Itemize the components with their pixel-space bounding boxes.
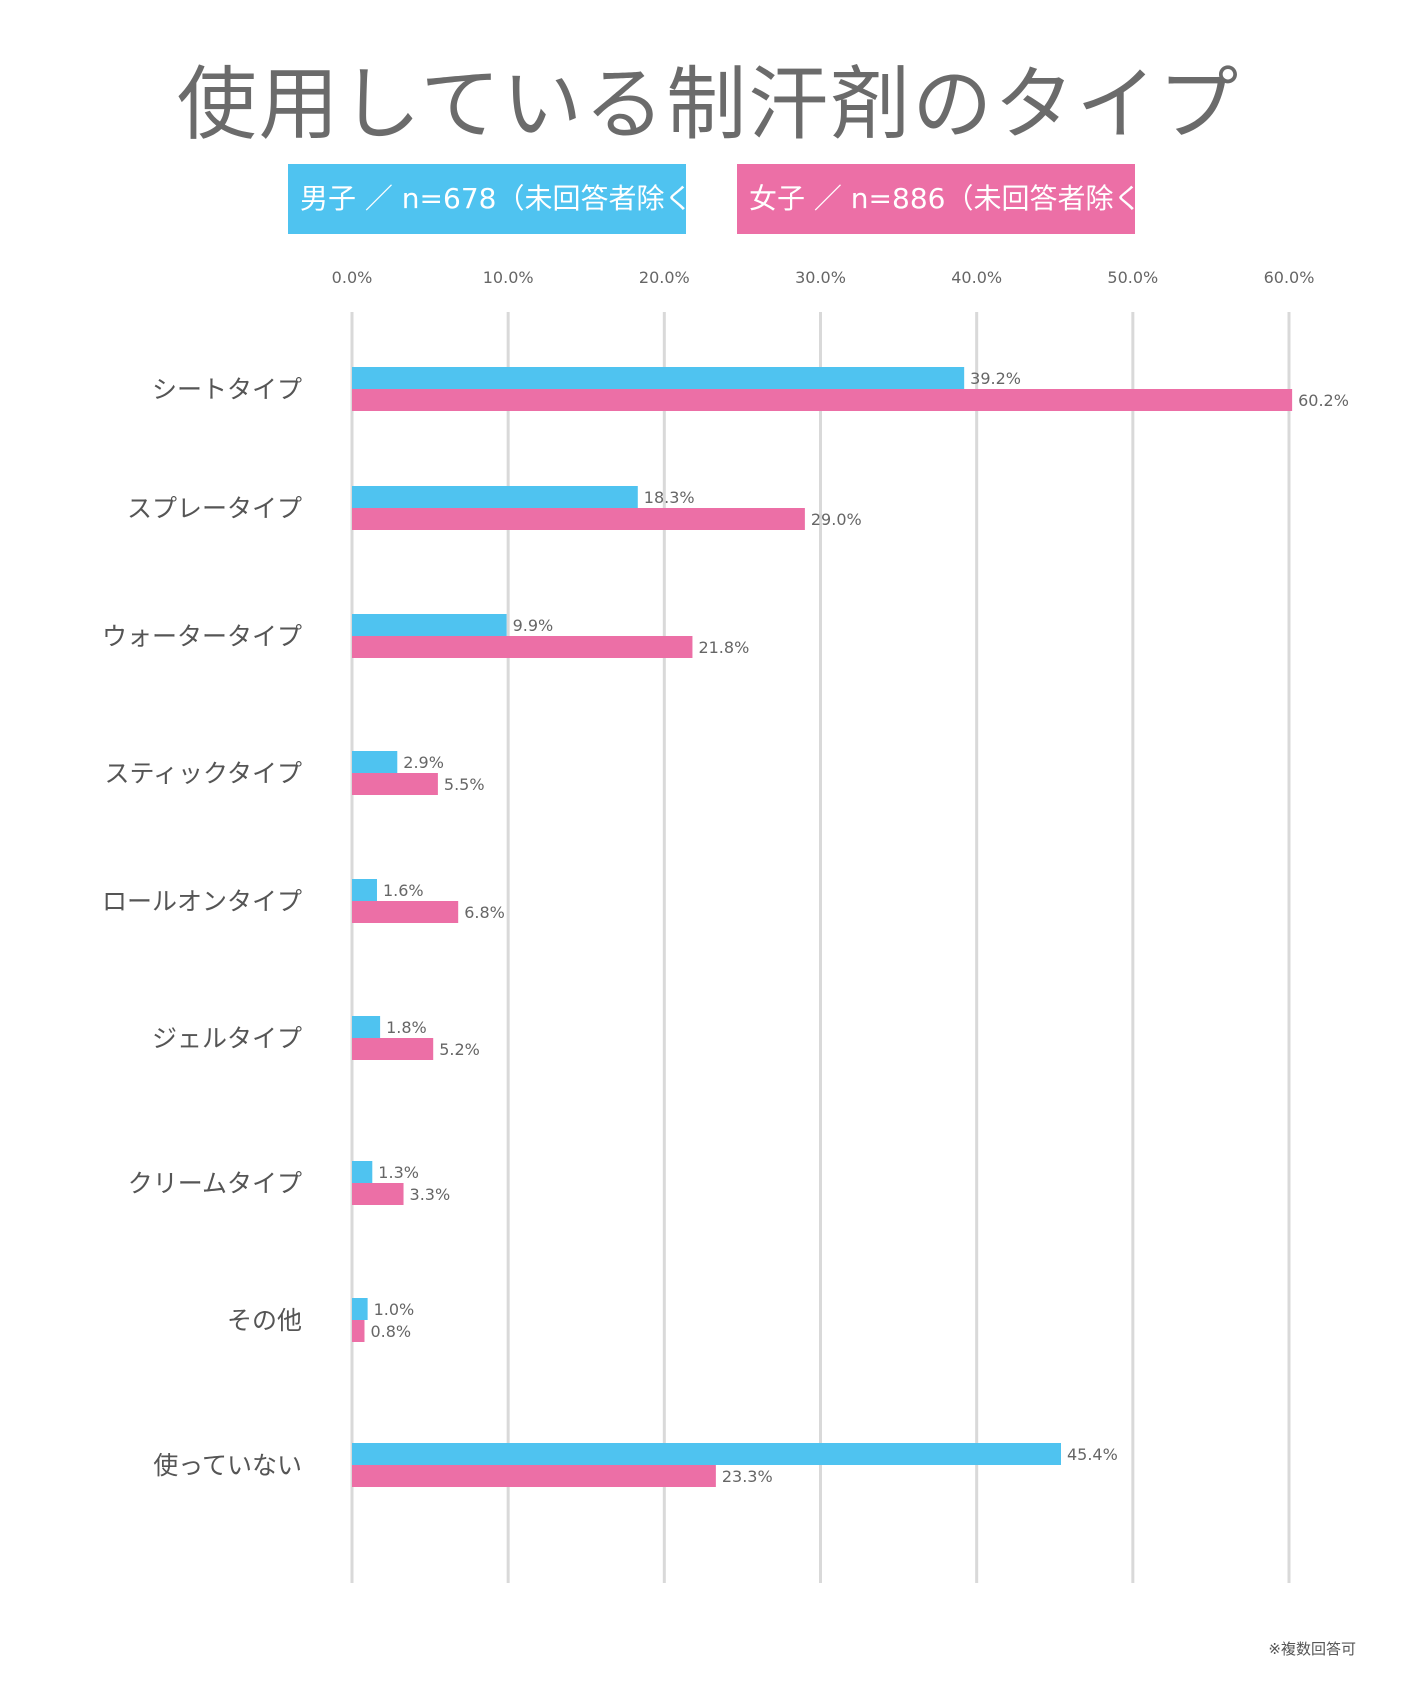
x-tick-label: 50.0% <box>1107 268 1158 287</box>
data-label: 23.3% <box>722 1467 773 1486</box>
bar-female <box>352 1465 716 1487</box>
data-label: 6.8% <box>464 903 505 922</box>
category-label: ジェルタイプ <box>152 1024 302 1053</box>
x-tick-label: 30.0% <box>795 268 846 287</box>
category-label: その他 <box>227 1306 302 1335</box>
x-tick-label: 20.0% <box>639 268 690 287</box>
x-tick-label: 60.0% <box>1264 268 1315 287</box>
bar-male <box>352 1298 368 1320</box>
category-label: 使っていない <box>153 1451 302 1480</box>
data-label: 18.3% <box>644 488 695 507</box>
chart-title: 使用している制汗剤のタイプ <box>176 58 1241 151</box>
bar-female <box>352 1183 404 1205</box>
data-label: 3.3% <box>410 1185 451 1204</box>
category-label: ウォータータイプ <box>102 622 302 651</box>
data-label: 0.8% <box>370 1322 411 1341</box>
bar-male <box>352 486 638 508</box>
data-label: 1.0% <box>374 1300 415 1319</box>
bar-female <box>352 901 459 923</box>
data-label: 1.6% <box>383 881 424 900</box>
legend-female: 女子 ／ n=886（未回答者除く） <box>737 164 1169 234</box>
bar-female <box>352 389 1293 411</box>
category-label: スティックタイプ <box>104 759 302 788</box>
bar-male <box>352 614 507 636</box>
data-label: 60.2% <box>1298 391 1349 410</box>
bar-female <box>352 1320 365 1342</box>
data-label: 9.9% <box>513 616 554 635</box>
data-label: 39.2% <box>970 369 1021 388</box>
data-label: 1.8% <box>386 1018 427 1037</box>
bar-female <box>352 508 805 530</box>
bar-male <box>352 367 965 389</box>
bar-male <box>352 751 398 773</box>
data-label: 5.5% <box>444 775 485 794</box>
x-tick-label: 0.0% <box>332 268 373 287</box>
category-label: シートタイプ <box>152 375 302 404</box>
bar-male <box>352 1161 373 1183</box>
data-label: 45.4% <box>1067 1445 1118 1464</box>
bar-female <box>352 636 693 658</box>
bar-male <box>352 879 377 901</box>
bar-female <box>352 1038 434 1060</box>
data-label: 1.3% <box>378 1163 419 1182</box>
bar-male <box>352 1443 1061 1465</box>
data-label: 29.0% <box>811 510 862 529</box>
x-tick-label: 10.0% <box>483 268 534 287</box>
category-label: クリームタイプ <box>128 1169 302 1198</box>
bar-male <box>352 1016 381 1038</box>
footnote: ※複数回答可 <box>1268 1640 1356 1658</box>
data-label: 2.9% <box>403 753 444 772</box>
data-label: 5.2% <box>439 1040 480 1059</box>
category-label: ロールオンタイプ <box>102 887 302 916</box>
legend-male: 男子 ／ n=678（未回答者除く） <box>288 164 720 234</box>
data-label: 21.8% <box>698 638 749 657</box>
bar-female <box>352 773 438 795</box>
x-tick-label: 40.0% <box>951 268 1002 287</box>
category-label: スプレータイプ <box>127 494 302 523</box>
